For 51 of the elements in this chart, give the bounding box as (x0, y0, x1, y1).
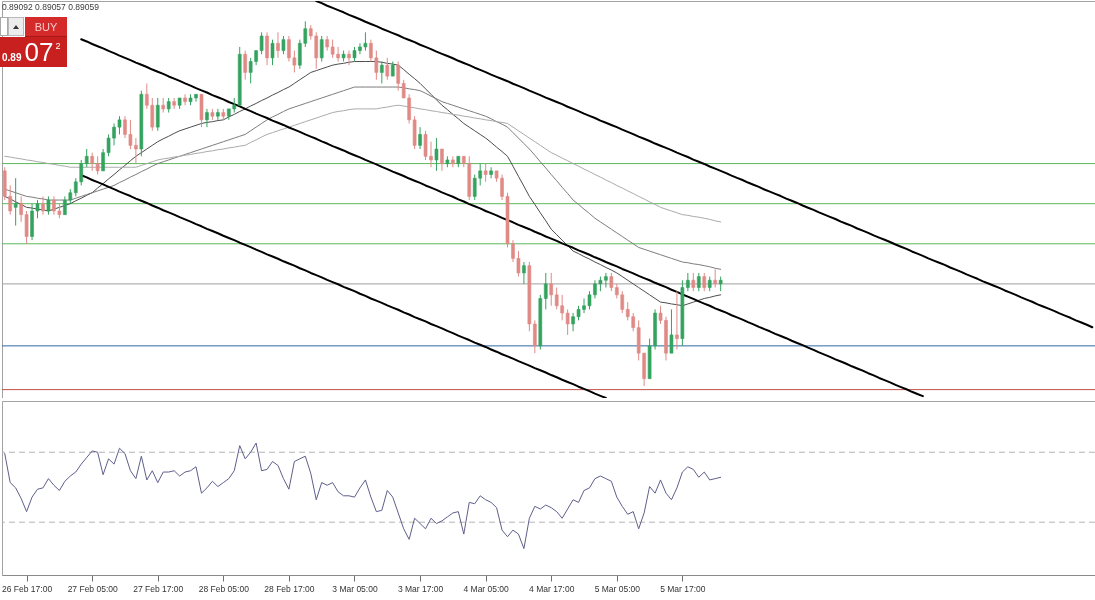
x-tick-label: 4 Mar 17:00 (529, 583, 575, 594)
candlestick (13, 177, 18, 227)
candlestick (522, 261, 526, 285)
candlestick (380, 61, 384, 84)
candlestick (270, 39, 275, 66)
candlestick (281, 35, 286, 55)
candlestick (46, 195, 51, 216)
candlestick (347, 50, 351, 66)
candlestick (549, 272, 554, 307)
candlestick (319, 35, 324, 63)
candlestick (696, 272, 701, 292)
candlestick (205, 108, 209, 128)
text: 0.89092 0.89057 0.89059 (2, 2, 99, 13)
candlestick (543, 272, 548, 310)
candlestick (483, 163, 488, 183)
candlestick (41, 195, 45, 216)
candlestick (216, 108, 220, 121)
x-tick-label: 5 Mar 17:00 (660, 583, 706, 594)
x-tick-label: 4 Mar 05:00 (463, 583, 510, 594)
candlestick (451, 155, 455, 168)
candlestick (713, 268, 717, 289)
candlestick (434, 137, 439, 172)
price-panel: 0.89 07$^{2}$ (0, 37, 67, 67)
candlestick (418, 126, 422, 150)
annotation: 0.89 (2, 52, 22, 63)
candlestick (489, 166, 493, 179)
candlestick (183, 93, 187, 106)
candlestick (385, 57, 390, 81)
annotation: 07$^{2}$ (24, 37, 61, 67)
x-tick-label: 5 Mar 05:00 (594, 583, 641, 594)
x-tick-label: 3 Mar 05:00 (332, 583, 378, 594)
x-tick-label: 28 Feb 17:00 (264, 583, 315, 594)
candlestick (691, 272, 696, 292)
candlestick (396, 61, 401, 92)
candlestick (440, 148, 444, 172)
x-tick-label: 3 Mar 17:00 (397, 583, 444, 594)
candlestick (155, 97, 160, 132)
buy-button: BUY (25, 17, 67, 37)
x-tick-label: 27 Feb 17:00 (133, 583, 184, 594)
candlestick (669, 308, 674, 354)
candlestick (172, 97, 176, 110)
x-tick-label: 26 Feb 17:00 (2, 583, 53, 594)
candlestick (675, 290, 679, 351)
candlestick (702, 272, 707, 292)
candlestick (265, 31, 269, 66)
candlestick (276, 31, 280, 59)
candlestick (84, 148, 89, 168)
x-tick-label: 28 Feb 05:00 (198, 583, 250, 594)
candlestick (243, 50, 247, 81)
x-tick-label: 27 Feb 05:00 (67, 583, 118, 594)
candlestick (609, 272, 614, 292)
